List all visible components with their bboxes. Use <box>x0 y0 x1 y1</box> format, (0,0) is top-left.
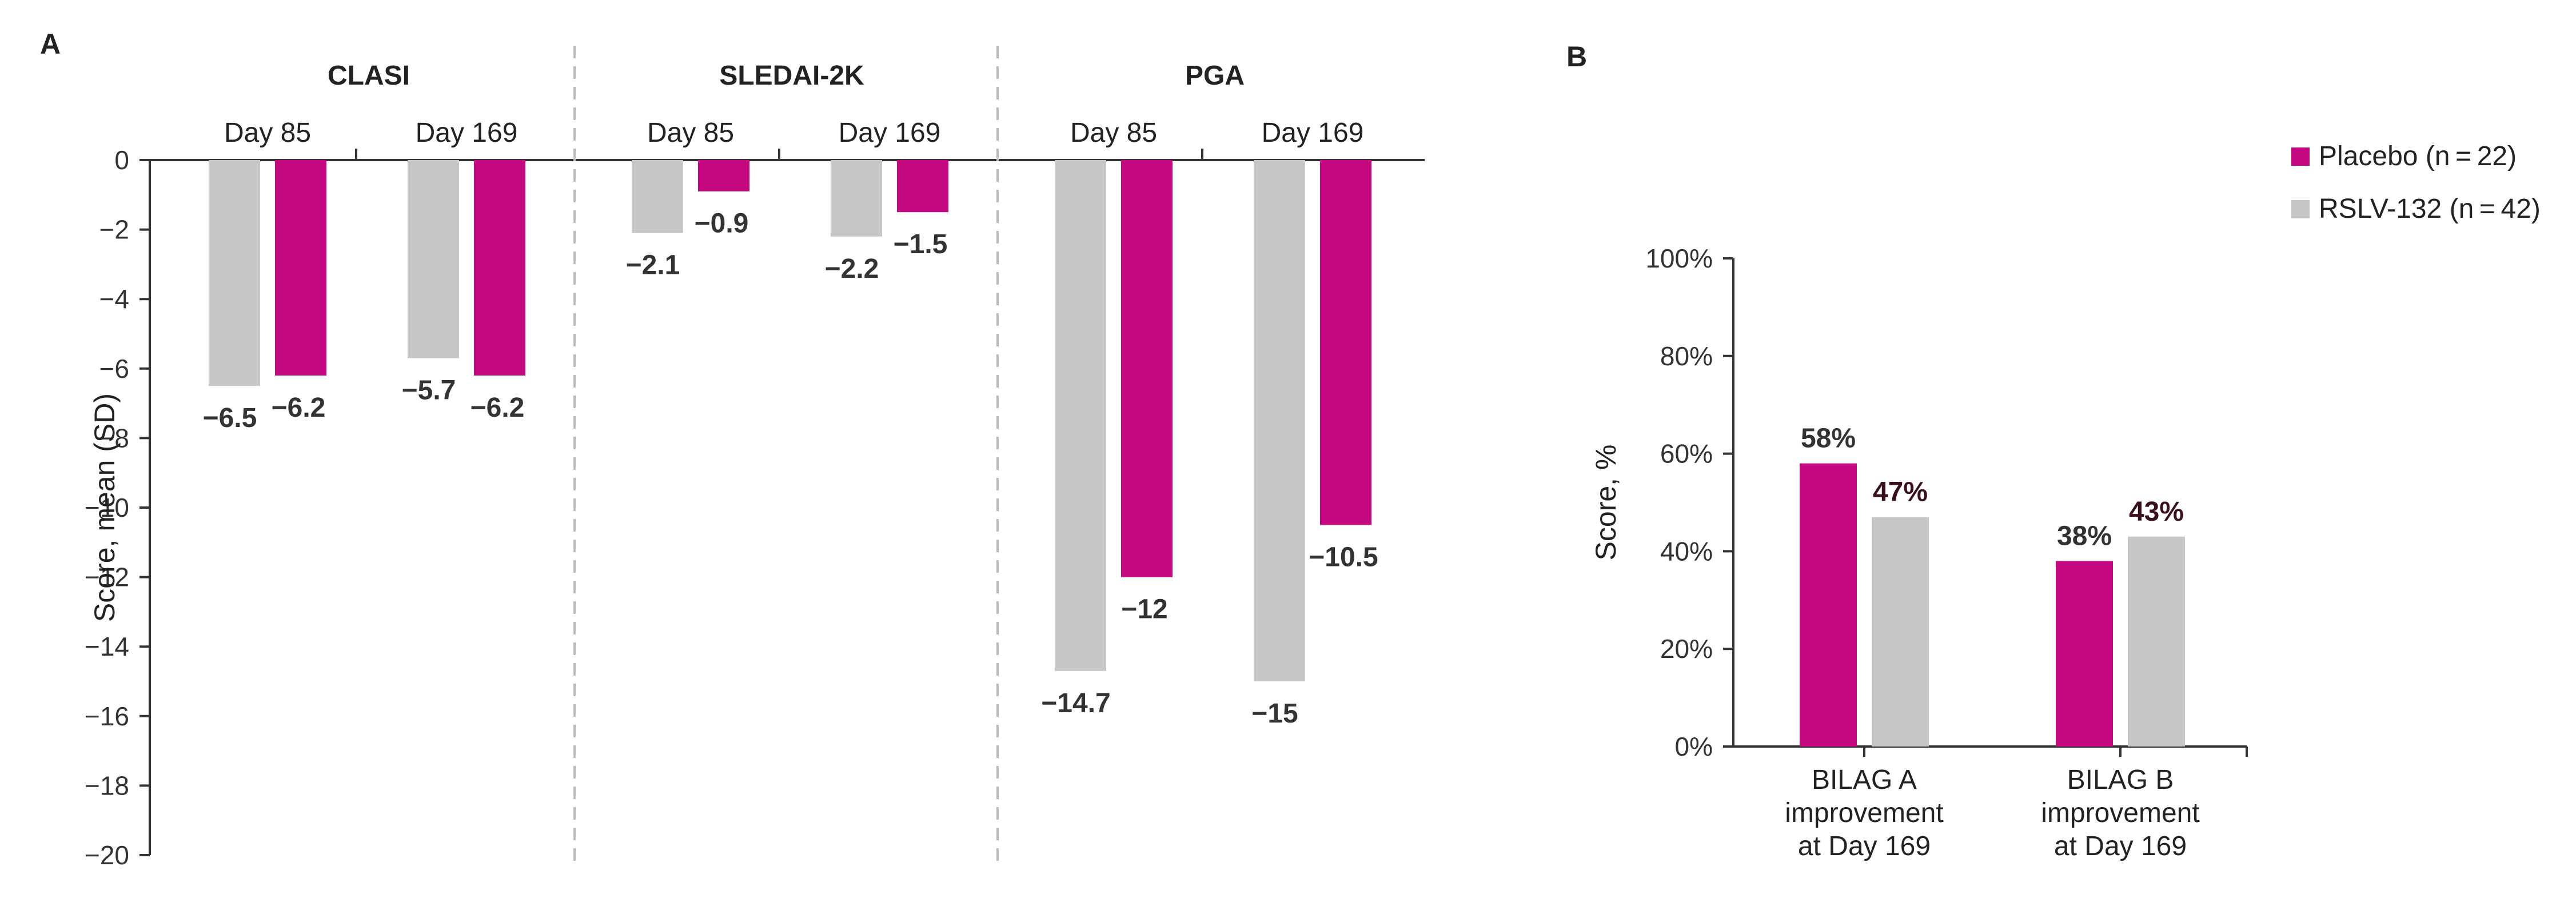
panel-a-y-tick-label: −2 <box>99 215 129 245</box>
panel-b-y-tick-label: 60% <box>1660 439 1713 469</box>
panel-a-data-label-rslv: −14.7 <box>1041 688 1110 719</box>
panel-a-y-tick-label: −4 <box>99 284 129 314</box>
panel-a-y-tick-label: −12 <box>85 562 129 592</box>
legend-swatch-placebo <box>2291 147 2310 166</box>
panel-a-y-tick-label: −10 <box>85 493 129 522</box>
panel-a-group-label: PGA <box>1185 61 1245 91</box>
panel-b-y-tick-label: 100% <box>1645 244 1713 273</box>
panel-b-x-tick-label: improvement <box>1785 798 1943 828</box>
panel-a-bar-rslv <box>1254 160 1305 681</box>
panel-b-y-tick-label: 40% <box>1660 536 1713 566</box>
panel-a-data-label-placebo: −10.5 <box>1309 542 1378 572</box>
panel-a-y-tick-label: −8 <box>99 423 129 453</box>
panel-b-y-axis-title: Score, % <box>1590 445 1622 561</box>
legend-label-placebo: Placebo (n = 22) <box>2319 141 2517 171</box>
panel-a-y-tick-label: −18 <box>85 771 129 800</box>
panel-b-bar-placebo <box>1800 463 1857 747</box>
panel-a-data-label-placebo: −6.2 <box>470 393 525 423</box>
panel-a-day-label: Day 169 <box>1262 118 1364 148</box>
panel-b-x-tick-label: improvement <box>2041 798 2199 828</box>
panel-a-bar-placebo <box>275 160 326 376</box>
panel-a-y-tick-label: −6 <box>99 354 129 384</box>
panel-b: B 0% 20% 40% 60% 80% 100% Score, % 58% 47% BILAG A… <box>1566 41 2248 861</box>
panel-a-bar-rslv <box>209 160 260 386</box>
panel-a-data-label-placebo: −12 <box>1121 594 1167 625</box>
panel-a-bar-rslv <box>408 160 459 358</box>
panel-a-y-axis-title: Score, mean (SD) <box>89 393 121 622</box>
panel-a-bar-placebo <box>897 160 948 213</box>
panel-a-data-label-rslv: −2.1 <box>626 250 680 281</box>
panel-a-data-label-placebo: −6.2 <box>272 393 326 423</box>
panel-a-group-label: CLASI <box>328 61 410 91</box>
panel-a-y-tick-label: 0 <box>114 145 129 175</box>
panel-a-data-label-placebo: −1.5 <box>894 229 948 260</box>
panel-b-x-tick-label: BILAG A <box>1812 765 1917 795</box>
panel-a-bar-placebo <box>1320 160 1371 525</box>
panel-b-data-label-rslv: 43% <box>2129 497 2184 527</box>
panel-a-data-label-rslv: −5.7 <box>402 376 456 406</box>
panel-b-label: B <box>1566 41 1587 73</box>
panel-a-day-label: Day 85 <box>1070 118 1157 148</box>
panel-a-day-label: Day 169 <box>416 118 518 148</box>
panel-a-y-tick-label: −16 <box>85 701 129 731</box>
panel-b-bar-placebo <box>2056 561 2113 747</box>
panel-a-y-tick-label: −14 <box>85 632 129 661</box>
panel-b-x-tick-label: at Day 169 <box>2054 831 2187 861</box>
panel-a-bar-rslv <box>831 160 882 237</box>
panel-a-day-label: Day 85 <box>224 118 311 148</box>
panel-b-y-tick-label: 80% <box>1660 341 1713 371</box>
panel-a-bar-rslv <box>1055 160 1106 671</box>
panel-a-group-label: SLEDAI-2K <box>719 61 864 91</box>
panel-a-data-label-rslv: −15 <box>1251 699 1298 729</box>
panel-b-x-tick-label: BILAG B <box>2067 765 2174 795</box>
panel-a-bar-placebo <box>1121 160 1173 577</box>
panel-a-data-label-rslv: −2.2 <box>825 254 879 284</box>
panel-b-data-label-placebo: 38% <box>2057 521 2112 551</box>
panel-b-data-label-placebo: 58% <box>1801 424 1856 454</box>
legend: Placebo (n = 22) RSLV-132 (n = 42) <box>2291 141 2541 224</box>
panel-b-bar-rslv <box>2128 536 2185 747</box>
panel-a-label: A <box>40 28 61 60</box>
panel-b-data-label-rslv: 47% <box>1873 477 1928 508</box>
panel-a-y-tick-label: −20 <box>85 840 129 870</box>
panel-a-bar-rslv <box>632 160 683 233</box>
panel-a: A 0 −2 −4 −6 −8 −10 −12 −14 −16 −18 −20 Score, mean … <box>40 28 1425 870</box>
panel-a-day-label: Day 169 <box>839 118 941 148</box>
panel-b-bar-rslv <box>1872 517 1929 747</box>
panel-a-data-label-placebo: −0.9 <box>695 209 749 239</box>
panel-a-bar-placebo <box>474 160 525 376</box>
panel-b-y-tick-label: 0% <box>1675 732 1713 761</box>
legend-label-rslv: RSLV-132 (n = 42) <box>2319 194 2541 224</box>
panel-a-data-label-rslv: −6.5 <box>203 403 257 433</box>
legend-swatch-rslv <box>2291 200 2310 218</box>
panel-b-y-tick-label: 20% <box>1660 634 1713 664</box>
panel-a-day-label: Day 85 <box>647 118 734 148</box>
panel-b-x-tick-label: at Day 169 <box>1798 831 1931 861</box>
panel-a-bar-placebo <box>698 160 749 191</box>
